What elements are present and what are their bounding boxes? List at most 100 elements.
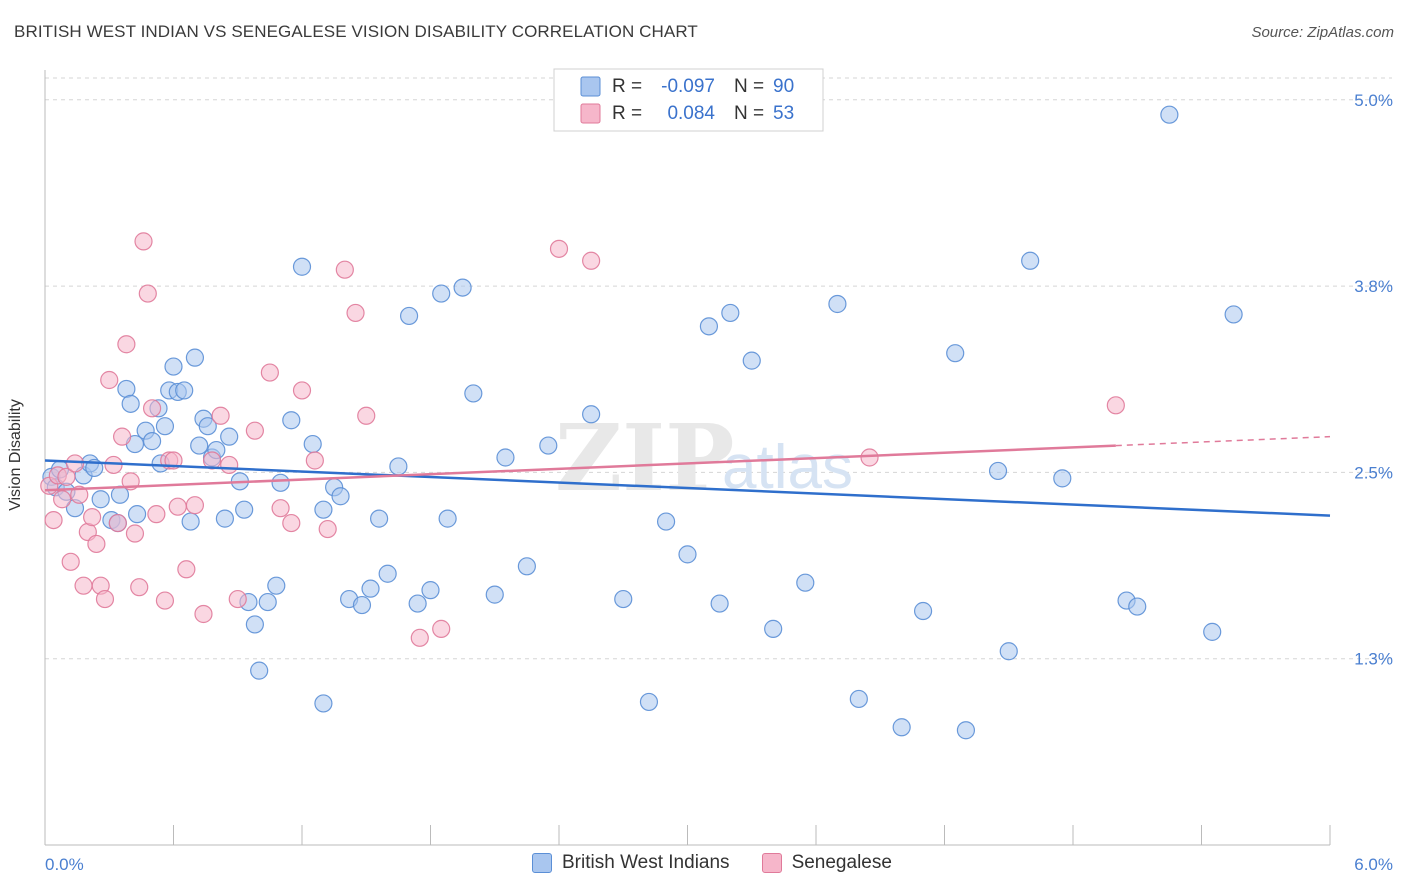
point-british-west-indians	[127, 505, 147, 524]
r-value: 0.084	[667, 103, 715, 124]
legend-swatch-pink	[761, 853, 782, 873]
point-british-west-indians	[639, 692, 659, 712]
point-british-west-indians	[352, 595, 372, 615]
point-senegalese	[147, 505, 166, 524]
point-british-west-indians	[721, 303, 740, 323]
point-senegalese	[185, 496, 205, 515]
point-british-west-indians	[235, 500, 254, 519]
n-value: 90	[773, 76, 794, 97]
point-british-west-indians	[1021, 251, 1040, 270]
point-british-west-indians	[432, 284, 451, 303]
point-senegalese	[74, 576, 93, 595]
point-british-west-indians	[314, 500, 333, 519]
point-senegalese	[95, 589, 115, 609]
point-senegalese	[44, 510, 63, 530]
point-senegalese	[410, 628, 429, 647]
grid-lines	[45, 77, 1392, 660]
point-british-west-indians	[496, 448, 515, 467]
point-senegalese	[211, 406, 230, 425]
point-british-west-indians	[796, 573, 815, 592]
point-british-west-indians	[215, 509, 234, 528]
point-senegalese	[202, 451, 222, 470]
legend-item-senegalese[interactable]: Senegalese	[761, 852, 892, 874]
legend-label: Senegalese	[791, 852, 892, 873]
point-senegalese	[346, 303, 365, 323]
point-british-west-indians	[1053, 469, 1072, 488]
point-british-west-indians	[175, 381, 194, 400]
point-senegalese	[142, 399, 162, 418]
point-british-west-indians	[582, 405, 601, 424]
point-british-west-indians	[245, 615, 264, 634]
point-british-west-indians	[389, 457, 408, 476]
point-british-west-indians	[185, 348, 205, 367]
point-british-west-indians	[656, 512, 676, 531]
tick-labels: 5.0% 3.8% 2.5% 1.3% 0.0% 6.0%	[45, 91, 1393, 874]
data-points	[40, 105, 1243, 740]
point-british-west-indians	[250, 661, 269, 680]
legend-swatch-blue	[532, 853, 552, 873]
point-british-west-indians	[303, 434, 322, 454]
point-british-west-indians	[678, 545, 697, 564]
point-british-west-indians	[699, 317, 719, 336]
point-senegalese	[582, 251, 601, 270]
point-british-west-indians	[956, 721, 976, 740]
point-senegalese	[112, 427, 132, 446]
point-british-west-indians	[539, 436, 558, 455]
point-british-west-indians	[464, 384, 483, 403]
r-label: R =	[612, 103, 642, 124]
point-british-west-indians	[913, 601, 933, 621]
point-senegalese	[65, 454, 85, 473]
point-british-west-indians	[849, 689, 868, 709]
point-senegalese	[155, 591, 175, 610]
point-british-west-indians	[282, 411, 301, 430]
point-senegalese	[305, 451, 324, 470]
y-tick-label: 3.8%	[1354, 277, 1393, 296]
point-british-west-indians	[117, 379, 136, 399]
point-senegalese	[282, 513, 301, 533]
point-senegalese	[168, 497, 187, 516]
point-british-west-indians	[399, 306, 419, 326]
point-british-west-indians	[1224, 305, 1243, 324]
watermark-zip: ZIP	[555, 404, 734, 512]
legend-item-british-west-indians[interactable]: British West Indians	[532, 852, 730, 874]
stats-legend-swatch	[580, 76, 601, 97]
point-british-west-indians	[988, 461, 1008, 481]
point-senegalese	[100, 370, 119, 390]
point-british-west-indians	[999, 642, 1018, 661]
point-senegalese	[53, 490, 72, 509]
point-british-west-indians	[828, 294, 847, 314]
point-british-west-indians	[614, 589, 633, 609]
point-british-west-indians	[453, 278, 472, 297]
point-senegalese	[104, 455, 123, 475]
point-senegalese	[432, 619, 451, 638]
point-british-west-indians	[331, 487, 350, 506]
n-label: N =	[734, 76, 764, 97]
point-senegalese	[57, 467, 76, 486]
trend-line-british-west-indians	[44, 459, 1331, 517]
point-senegalese	[357, 406, 376, 425]
point-british-west-indians	[946, 344, 965, 363]
y-tick-label: 2.5%	[1354, 463, 1393, 482]
legend-label: British West Indians	[562, 852, 730, 873]
point-british-west-indians	[220, 427, 239, 446]
bottom-legend: British West Indians Senegalese	[532, 852, 924, 874]
point-british-west-indians	[378, 564, 397, 583]
point-british-west-indians	[710, 594, 729, 613]
point-british-west-indians	[155, 417, 175, 436]
point-british-west-indians	[198, 417, 217, 436]
point-senegalese	[177, 560, 196, 579]
trend-line-senegalese-extension	[1115, 435, 1331, 447]
chart-title: BRITISH WEST INDIAN VS SENEGALESE VISION…	[14, 22, 698, 41]
axes	[44, 70, 1331, 846]
point-senegalese	[318, 519, 337, 539]
point-british-west-indians	[181, 512, 200, 531]
point-senegalese	[194, 604, 213, 624]
point-british-west-indians	[314, 694, 333, 713]
point-british-west-indians	[764, 619, 783, 638]
y-tick-label: 5.0%	[1354, 91, 1393, 110]
n-label: N =	[734, 103, 764, 124]
point-british-west-indians	[1128, 597, 1147, 616]
point-british-west-indians	[485, 585, 504, 604]
point-british-west-indians	[267, 576, 286, 595]
